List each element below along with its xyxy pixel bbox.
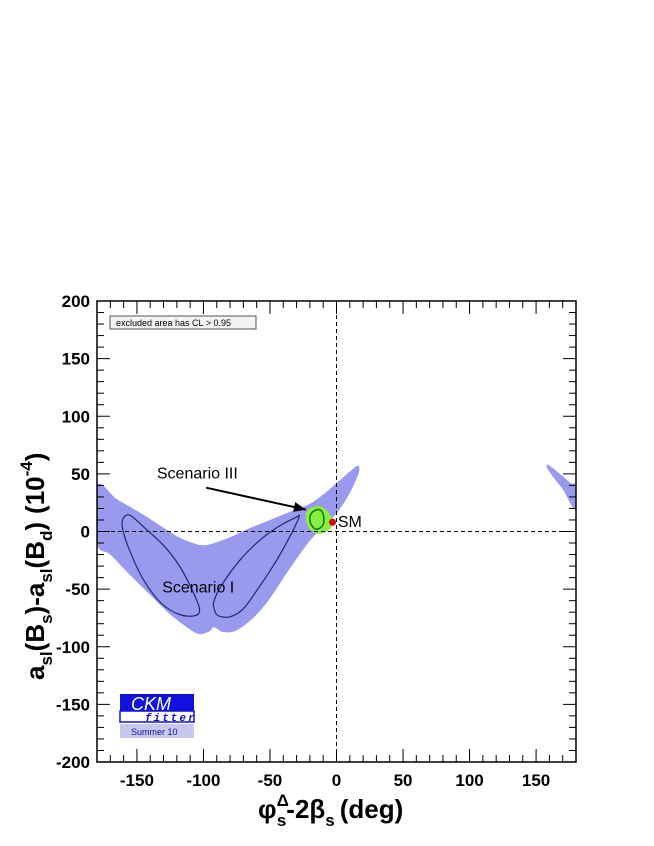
logo-ckm-text: CKM (131, 694, 171, 714)
y-tick-label: 100 (62, 407, 90, 426)
ckm-fitter-logo: CKM fitter Summer 10 (119, 694, 197, 738)
logo-mid-band (119, 710, 195, 723)
y-axis-title: asl(Bs)-asl(Bd)(10-4) (17, 453, 56, 680)
y-tick-label: 50 (71, 465, 90, 484)
y-tick-label: -50 (65, 580, 90, 599)
y-tick-label: -200 (56, 753, 90, 772)
annotation-scenario-i: Scenario I (162, 580, 234, 597)
legend-note: excluded area has CL > 0.95 (109, 315, 257, 330)
x-tick-label: 0 (332, 771, 341, 790)
x-tick-label: -100 (186, 771, 220, 790)
annotations: Scenario III SM Scenario I (157, 465, 362, 596)
legend-note-box (109, 315, 257, 330)
x-tick-label: -150 (120, 771, 154, 790)
logo-season-text: Summer 10 (131, 727, 178, 737)
scenario-1-contour-0 (121, 514, 201, 617)
scenario-1-contour-1 (212, 514, 300, 618)
scenario-3-region (305, 506, 334, 534)
plot-frame-rect (96, 300, 577, 763)
sm-point (329, 518, 337, 526)
logo-bottom-band (120, 724, 194, 738)
reference-lines (97, 301, 576, 762)
plot-frame (96, 300, 577, 763)
logo-fitter-text: fitter (145, 713, 197, 725)
allowed-regions (97, 464, 576, 635)
y-tick-label: 0 (81, 523, 90, 542)
y-tick-label: 150 (62, 350, 90, 369)
scenario-3-contour (309, 508, 325, 530)
x-axis-title: φΔ s-2βs (deg) (258, 791, 403, 830)
scenario-3-arrow-head (293, 502, 306, 512)
legend-note-text: excluded area has CL > 0.95 (116, 318, 231, 328)
annotation-scenario-iii: Scenario III (157, 465, 238, 482)
annotation-sm: SM (338, 514, 362, 531)
y-tick-label: -150 (56, 695, 90, 714)
y-tick-label: 200 (62, 292, 90, 311)
axis-ticks (96, 300, 577, 763)
logo-top-band (120, 694, 194, 711)
x-tick-label: 100 (455, 771, 483, 790)
allowed-region-1 (546, 464, 576, 510)
scenario-3-arrow-shaft (205, 486, 307, 511)
x-tick-label: 50 (394, 771, 413, 790)
allowed-region-0 (97, 465, 360, 635)
y-tick-label: -100 (56, 638, 90, 657)
x-tick-label: -50 (258, 771, 283, 790)
x-tick-label: 150 (522, 771, 550, 790)
scenario-contours (121, 514, 300, 618)
tick-labels: -150 -100 -50 0 50 100 150 200 150 100 50 0 -50 -100 -… (56, 292, 550, 790)
